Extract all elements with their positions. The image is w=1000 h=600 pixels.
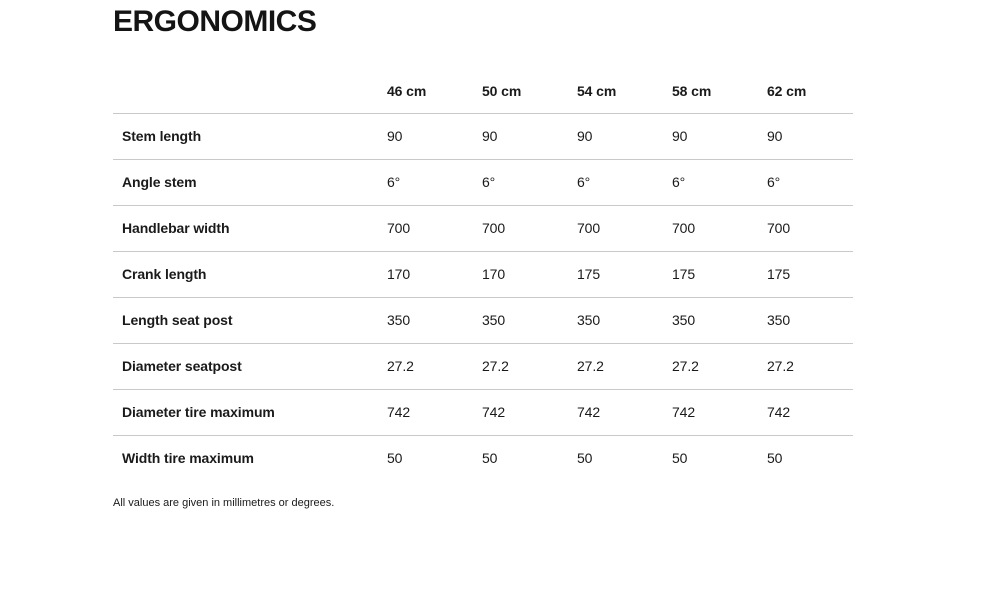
cell-value: 350 [672, 297, 767, 344]
table-row-diameter-tire-maximum: Diameter tire maximum 742 742 742 742 74… [113, 389, 853, 436]
cell-value: 742 [482, 389, 577, 436]
row-label: Length seat post [113, 297, 387, 344]
cell-value: 50 [672, 450, 688, 467]
table-row-crank-length: Crank length 170 170 175 175 175 [113, 251, 853, 298]
cell-value: 350 [767, 297, 853, 344]
cell-value: 742 [672, 389, 767, 436]
cell-value: 175 [767, 251, 853, 298]
cell-value: 27.2 [577, 343, 672, 390]
cell-value: 90 [387, 113, 482, 160]
cell-value: 350 [387, 297, 482, 344]
table-row-width-tire-maximum: Width tire maximum 50 50 50 50 50 [113, 435, 853, 481]
table-row-stem-length: Stem length 90 90 90 90 90 [113, 113, 853, 160]
cell-value: 742 [577, 389, 672, 436]
cell-value: 6° [767, 159, 853, 206]
cell-value: 170 [387, 251, 482, 298]
row-label: Diameter seatpost [113, 343, 387, 390]
cell-value: 50 [577, 450, 593, 467]
row-label: Stem length [113, 113, 387, 160]
cell-value: 6° [672, 159, 767, 206]
cell-value: 90 [672, 113, 767, 160]
column-header-58cm: 58 cm [672, 69, 767, 114]
row-label: Angle stem [113, 159, 387, 206]
cell-value: 27.2 [672, 343, 767, 390]
cell-value: 6° [387, 159, 482, 206]
cell-value: 27.2 [767, 343, 853, 390]
table-row-length-seat-post: Length seat post 350 350 350 350 350 [113, 297, 853, 344]
page-title: ERGONOMICS [113, 5, 317, 38]
row-label: Crank length [113, 251, 387, 298]
column-header-54cm: 54 cm [577, 69, 672, 114]
ergonomics-table: 46 cm 50 cm 54 cm 58 cm 62 cm Stem lengt… [113, 69, 853, 481]
cell-value: 50 [767, 450, 783, 467]
cell-value: 350 [482, 297, 577, 344]
cell-value: 742 [387, 389, 482, 436]
cell-value: 27.2 [482, 343, 577, 390]
cell-value: 700 [767, 205, 853, 252]
cell-value: 742 [767, 389, 853, 436]
table-row-diameter-seatpost: Diameter seatpost 27.2 27.2 27.2 27.2 27… [113, 343, 853, 390]
cell-value: 50 [482, 450, 498, 467]
column-header-46cm: 46 cm [387, 69, 482, 114]
cell-value: 175 [672, 251, 767, 298]
cell-value: 170 [482, 251, 577, 298]
cell-value: 700 [387, 205, 482, 252]
cell-value: 6° [577, 159, 672, 206]
cell-value: 90 [767, 113, 853, 160]
cell-value: 50 [387, 450, 403, 467]
ergonomics-section: ERGONOMICS 46 cm 50 cm 54 cm 58 cm 62 cm… [113, 0, 853, 510]
column-header-50cm: 50 cm [482, 69, 577, 114]
row-label: Handlebar width [113, 205, 387, 252]
cell-value: 175 [577, 251, 672, 298]
table-header-row: 46 cm 50 cm 54 cm 58 cm 62 cm [113, 69, 853, 114]
cell-value: 700 [577, 205, 672, 252]
cell-value: 90 [482, 113, 577, 160]
cell-value: 27.2 [387, 343, 482, 390]
cell-value: 700 [672, 205, 767, 252]
table-row-angle-stem: Angle stem 6° 6° 6° 6° 6° [113, 159, 853, 206]
cell-value: 350 [577, 297, 672, 344]
cell-value: 6° [482, 159, 577, 206]
table-row-handlebar-width: Handlebar width 700 700 700 700 700 [113, 205, 853, 252]
column-header-62cm: 62 cm [767, 69, 853, 114]
cell-value: 90 [577, 113, 672, 160]
cell-value: 700 [482, 205, 577, 252]
row-label: Width tire maximum [122, 450, 254, 467]
units-footnote: All values are given in millimetres or d… [113, 497, 335, 509]
row-label: Diameter tire maximum [113, 389, 387, 436]
header-empty-cell [113, 69, 387, 114]
